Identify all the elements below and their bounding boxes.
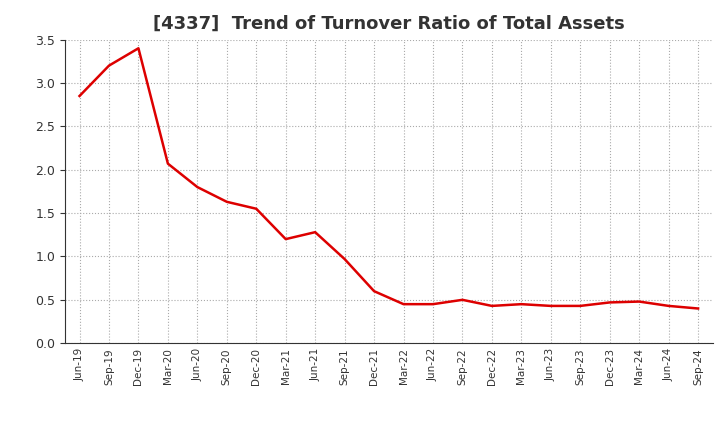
Title: [4337]  Trend of Turnover Ratio of Total Assets: [4337] Trend of Turnover Ratio of Total … <box>153 15 625 33</box>
